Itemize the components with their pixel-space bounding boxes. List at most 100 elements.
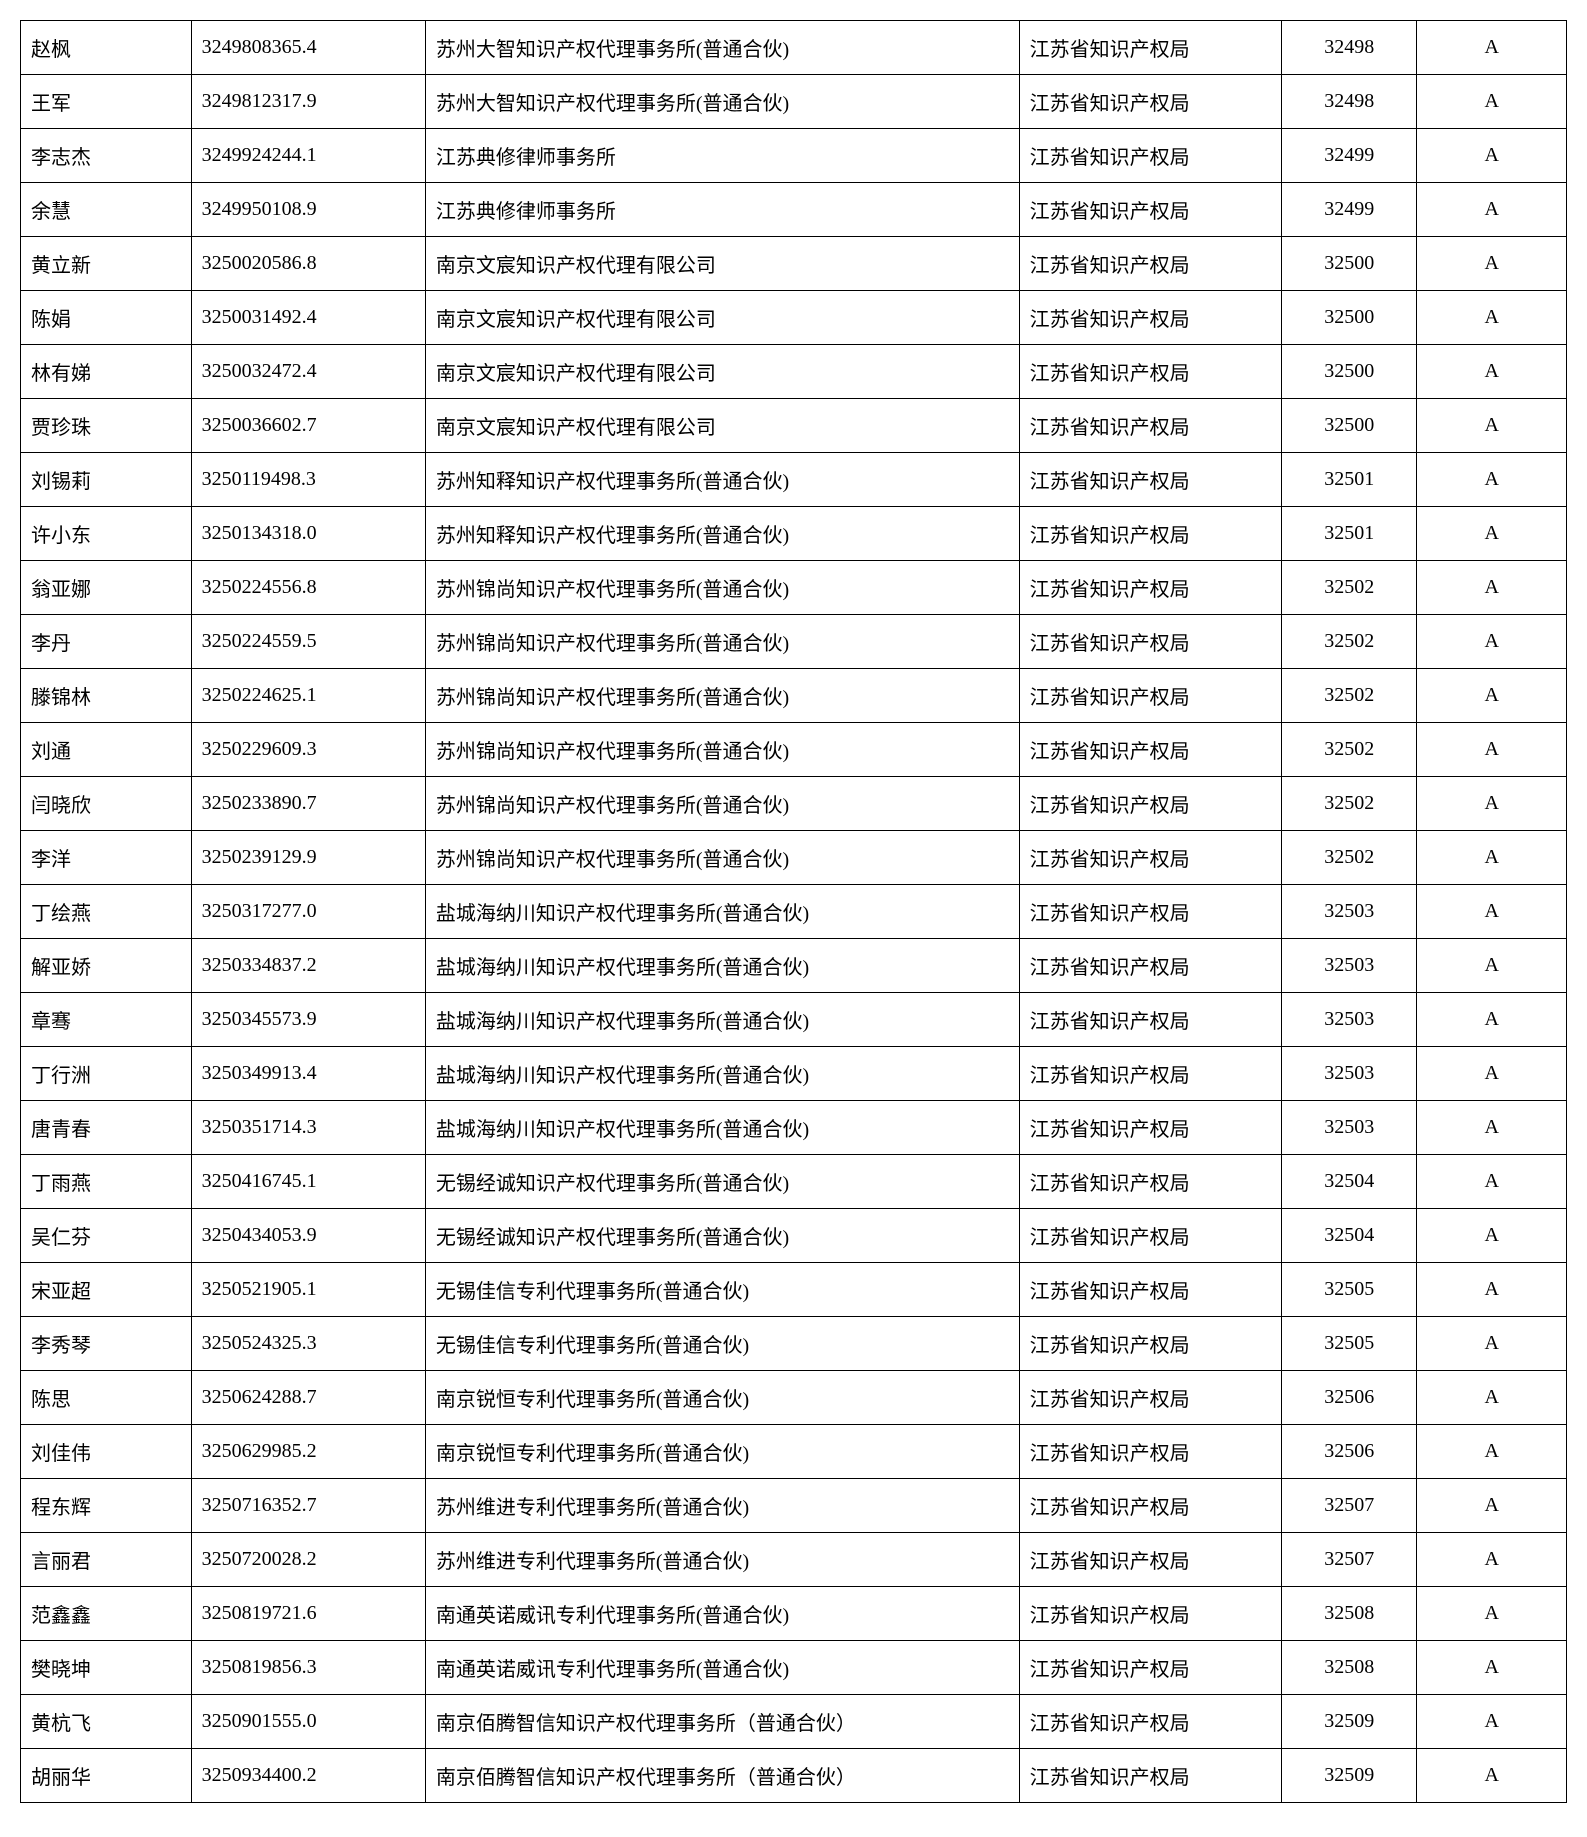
table-row: 林有娣3250032472.4南京文宸知识产权代理有限公司江苏省知识产权局325… — [21, 345, 1567, 399]
cell-grade: A — [1417, 1641, 1567, 1695]
cell-org: 无锡佳信专利代理事务所(普通合伙) — [425, 1317, 1019, 1371]
cell-bureau: 江苏省知识产权局 — [1019, 615, 1281, 669]
cell-code: 32504 — [1282, 1155, 1417, 1209]
cell-org: 南京佰腾智信知识产权代理事务所（普通合伙） — [425, 1695, 1019, 1749]
cell-code: 32502 — [1282, 831, 1417, 885]
table-body: 赵枫3249808365.4苏州大智知识产权代理事务所(普通合伙)江苏省知识产权… — [21, 21, 1567, 1803]
table-row: 刘锡莉3250119498.3苏州知释知识产权代理事务所(普通合伙)江苏省知识产… — [21, 453, 1567, 507]
cell-grade: A — [1417, 1317, 1567, 1371]
cell-id: 3250233890.7 — [191, 777, 425, 831]
table-row: 吴仁芬3250434053.9无锡经诚知识产权代理事务所(普通合伙)江苏省知识产… — [21, 1209, 1567, 1263]
cell-org: 苏州锦尚知识产权代理事务所(普通合伙) — [425, 777, 1019, 831]
cell-grade: A — [1417, 345, 1567, 399]
cell-name: 刘锡莉 — [21, 453, 192, 507]
cell-code: 32500 — [1282, 291, 1417, 345]
cell-id: 3250720028.2 — [191, 1533, 425, 1587]
cell-bureau: 江苏省知识产权局 — [1019, 1533, 1281, 1587]
table-row: 许小东3250134318.0苏州知释知识产权代理事务所(普通合伙)江苏省知识产… — [21, 507, 1567, 561]
cell-bureau: 江苏省知识产权局 — [1019, 1479, 1281, 1533]
cell-grade: A — [1417, 1263, 1567, 1317]
cell-name: 解亚娇 — [21, 939, 192, 993]
cell-bureau: 江苏省知识产权局 — [1019, 885, 1281, 939]
table-row: 翁亚娜3250224556.8苏州锦尚知识产权代理事务所(普通合伙)江苏省知识产… — [21, 561, 1567, 615]
table-row: 刘佳伟3250629985.2南京锐恒专利代理事务所(普通合伙)江苏省知识产权局… — [21, 1425, 1567, 1479]
cell-grade: A — [1417, 1047, 1567, 1101]
cell-name: 余慧 — [21, 183, 192, 237]
cell-name: 刘佳伟 — [21, 1425, 192, 1479]
cell-name: 章骞 — [21, 993, 192, 1047]
cell-code: 32507 — [1282, 1479, 1417, 1533]
cell-grade: A — [1417, 1155, 1567, 1209]
cell-code: 32507 — [1282, 1533, 1417, 1587]
cell-id: 3250134318.0 — [191, 507, 425, 561]
cell-name: 许小东 — [21, 507, 192, 561]
cell-grade: A — [1417, 723, 1567, 777]
table-row: 解亚娇3250334837.2盐城海纳川知识产权代理事务所(普通合伙)江苏省知识… — [21, 939, 1567, 993]
cell-id: 3250239129.9 — [191, 831, 425, 885]
cell-bureau: 江苏省知识产权局 — [1019, 1425, 1281, 1479]
cell-name: 黄杭飞 — [21, 1695, 192, 1749]
cell-grade: A — [1417, 75, 1567, 129]
cell-bureau: 江苏省知识产权局 — [1019, 831, 1281, 885]
cell-bureau: 江苏省知识产权局 — [1019, 129, 1281, 183]
cell-id: 3250819856.3 — [191, 1641, 425, 1695]
cell-org: 南通英诺威讯专利代理事务所(普通合伙) — [425, 1641, 1019, 1695]
cell-id: 3249812317.9 — [191, 75, 425, 129]
cell-id: 3250901555.0 — [191, 1695, 425, 1749]
cell-code: 32499 — [1282, 129, 1417, 183]
cell-code: 32506 — [1282, 1425, 1417, 1479]
cell-org: 江苏典修律师事务所 — [425, 129, 1019, 183]
cell-org: 苏州知释知识产权代理事务所(普通合伙) — [425, 453, 1019, 507]
cell-bureau: 江苏省知识产权局 — [1019, 1101, 1281, 1155]
cell-code: 32501 — [1282, 453, 1417, 507]
cell-grade: A — [1417, 831, 1567, 885]
cell-name: 林有娣 — [21, 345, 192, 399]
cell-id: 3250031492.4 — [191, 291, 425, 345]
cell-id: 3250819721.6 — [191, 1587, 425, 1641]
cell-grade: A — [1417, 993, 1567, 1047]
cell-grade: A — [1417, 129, 1567, 183]
table-row: 范鑫鑫3250819721.6南通英诺威讯专利代理事务所(普通合伙)江苏省知识产… — [21, 1587, 1567, 1641]
cell-name: 贾珍珠 — [21, 399, 192, 453]
cell-name: 赵枫 — [21, 21, 192, 75]
cell-org: 南京佰腾智信知识产权代理事务所（普通合伙） — [425, 1749, 1019, 1803]
cell-name: 吴仁芬 — [21, 1209, 192, 1263]
cell-grade: A — [1417, 1533, 1567, 1587]
cell-grade: A — [1417, 399, 1567, 453]
cell-bureau: 江苏省知识产权局 — [1019, 1587, 1281, 1641]
cell-name: 唐青春 — [21, 1101, 192, 1155]
cell-org: 南京文宸知识产权代理有限公司 — [425, 345, 1019, 399]
cell-code: 32502 — [1282, 615, 1417, 669]
cell-id: 3250224556.8 — [191, 561, 425, 615]
data-table: 赵枫3249808365.4苏州大智知识产权代理事务所(普通合伙)江苏省知识产权… — [20, 20, 1567, 1803]
cell-bureau: 江苏省知识产权局 — [1019, 1263, 1281, 1317]
table-row: 樊晓坤3250819856.3南通英诺威讯专利代理事务所(普通合伙)江苏省知识产… — [21, 1641, 1567, 1695]
cell-name: 滕锦林 — [21, 669, 192, 723]
cell-code: 32505 — [1282, 1317, 1417, 1371]
cell-code: 32503 — [1282, 993, 1417, 1047]
cell-bureau: 江苏省知识产权局 — [1019, 1371, 1281, 1425]
cell-org: 无锡经诚知识产权代理事务所(普通合伙) — [425, 1209, 1019, 1263]
cell-code: 32503 — [1282, 939, 1417, 993]
table-row: 李丹3250224559.5苏州锦尚知识产权代理事务所(普通合伙)江苏省知识产权… — [21, 615, 1567, 669]
cell-org: 盐城海纳川知识产权代理事务所(普通合伙) — [425, 885, 1019, 939]
cell-id: 3249808365.4 — [191, 21, 425, 75]
cell-bureau: 江苏省知识产权局 — [1019, 1749, 1281, 1803]
cell-code: 32504 — [1282, 1209, 1417, 1263]
table-row: 黄立新3250020586.8南京文宸知识产权代理有限公司江苏省知识产权局325… — [21, 237, 1567, 291]
cell-id: 3250032472.4 — [191, 345, 425, 399]
cell-org: 苏州锦尚知识产权代理事务所(普通合伙) — [425, 723, 1019, 777]
cell-code: 32498 — [1282, 21, 1417, 75]
cell-name: 丁行洲 — [21, 1047, 192, 1101]
table-row: 宋亚超3250521905.1无锡佳信专利代理事务所(普通合伙)江苏省知识产权局… — [21, 1263, 1567, 1317]
cell-bureau: 江苏省知识产权局 — [1019, 723, 1281, 777]
cell-name: 胡丽华 — [21, 1749, 192, 1803]
cell-org: 苏州锦尚知识产权代理事务所(普通合伙) — [425, 669, 1019, 723]
cell-bureau: 江苏省知识产权局 — [1019, 1641, 1281, 1695]
cell-code: 32500 — [1282, 237, 1417, 291]
cell-org: 江苏典修律师事务所 — [425, 183, 1019, 237]
cell-name: 范鑫鑫 — [21, 1587, 192, 1641]
cell-id: 3250524325.3 — [191, 1317, 425, 1371]
cell-id: 3250434053.9 — [191, 1209, 425, 1263]
table-row: 黄杭飞3250901555.0南京佰腾智信知识产权代理事务所（普通合伙）江苏省知… — [21, 1695, 1567, 1749]
